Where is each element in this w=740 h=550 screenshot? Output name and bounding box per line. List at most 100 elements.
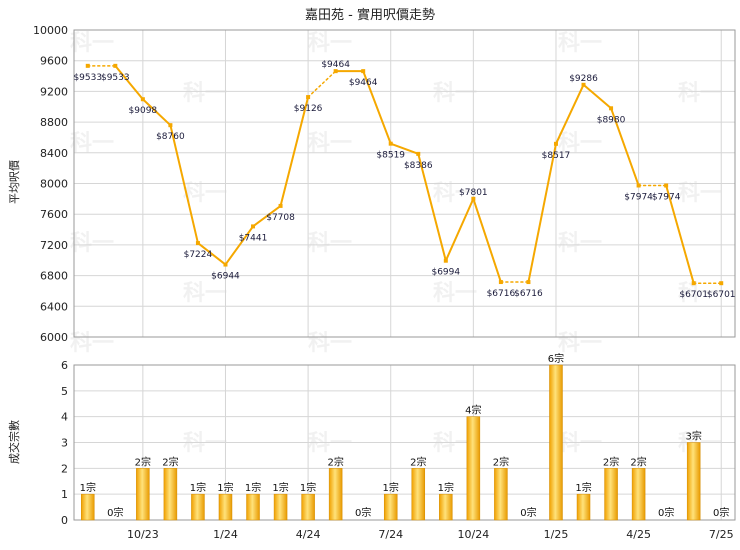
volume-count-label: 2宗	[135, 455, 151, 468]
price-line-segment	[141, 98, 172, 127]
price-line-segment	[196, 242, 227, 266]
price-value-label: $6994	[431, 268, 460, 278]
price-y-tick-label: 8400	[40, 147, 68, 160]
x-tick-label: 4/25	[626, 528, 651, 541]
volume-count-label: 2宗	[410, 455, 426, 468]
volume-count-label: 4宗	[465, 404, 481, 417]
price-point	[471, 196, 476, 201]
price-point	[195, 241, 200, 246]
price-y-tick-label: 9600	[40, 55, 68, 68]
price-value-label: $7801	[459, 188, 488, 198]
price-y-tick-label: 9200	[40, 85, 68, 98]
price-value-label: $7224	[184, 250, 213, 260]
volume-bar	[218, 493, 233, 521]
volume-count-label: 1宗	[80, 481, 96, 494]
price-value-label: $6716	[514, 289, 543, 299]
price-line-segment	[169, 124, 199, 245]
volume-count-label: 1宗	[272, 481, 288, 494]
watermark-text: 科一	[183, 81, 227, 106]
volume-y-tick-label: 0	[61, 514, 68, 527]
x-tick-label: 7/24	[378, 528, 403, 541]
price-line-segment	[610, 107, 640, 187]
x-tick-label: 10/23	[127, 528, 159, 541]
watermark-text: 科一	[433, 81, 477, 106]
price-point	[443, 258, 448, 263]
price-value-label: $6701	[679, 290, 708, 300]
price-y-tick-label: 6400	[40, 300, 68, 313]
volume-bar	[439, 493, 453, 521]
watermark-text: 科一	[308, 331, 352, 356]
price-value-label: $7974	[624, 192, 653, 202]
volume-count-label: 2宗	[327, 455, 343, 468]
price-line-segment	[444, 197, 475, 262]
volume-count-label: 1宗	[438, 481, 454, 494]
price-point	[140, 97, 145, 102]
volume-count-label: 0宗	[658, 506, 674, 519]
volume-count-label: 0宗	[355, 506, 371, 519]
price-plot-frame	[73, 29, 736, 338]
watermark-text: 科一	[308, 231, 352, 256]
volume-bar	[273, 493, 288, 521]
watermark-text: 科一	[308, 131, 352, 156]
watermark-text: 科一	[433, 281, 477, 306]
price-point	[581, 82, 586, 87]
volume-bar	[631, 468, 646, 521]
price-value-label: $8760	[156, 132, 185, 142]
price-point	[416, 151, 421, 156]
price-point	[168, 123, 173, 128]
watermark-text: 科一	[183, 281, 227, 306]
volume-count-label: 0宗	[713, 506, 729, 519]
watermark-text: 科一	[558, 431, 602, 456]
price-point	[664, 183, 669, 188]
price-point	[113, 63, 118, 68]
x-tick-label: 1/25	[544, 528, 569, 541]
volume-bar	[191, 493, 205, 521]
watermark-text: 科一	[558, 31, 602, 56]
price-value-label: $6944	[211, 272, 240, 282]
price-value-label: $8386	[404, 161, 433, 171]
price-point	[636, 183, 641, 188]
price-value-label: $9533	[101, 73, 130, 83]
price-point	[306, 95, 311, 100]
price-value-label: $6716	[487, 289, 516, 299]
watermark-text: 科一	[433, 181, 477, 206]
price-y-axis-label: 平均呎價	[7, 160, 21, 204]
volume-count-label: 6宗	[548, 352, 564, 365]
price-line-segment	[307, 70, 337, 98]
x-tick-label: 1/24	[213, 528, 238, 541]
price-line-segment	[252, 204, 282, 228]
price-y-tick-label: 8800	[40, 116, 68, 129]
x-tick-label: 7/25	[709, 528, 734, 541]
price-value-label: $8517	[542, 151, 571, 161]
price-value-label: $9533	[73, 73, 102, 83]
price-point	[361, 69, 366, 74]
price-line-segment	[554, 83, 585, 145]
price-point	[251, 224, 256, 229]
watermark-text: 科一	[70, 231, 114, 256]
volume-count-label: 1宗	[217, 481, 233, 494]
watermark-text: 科一	[558, 331, 602, 356]
volume-count-label: 1宗	[300, 481, 316, 494]
price-line-segment	[582, 83, 613, 110]
volume-count-label: 0宗	[520, 506, 536, 519]
price-line-segment	[279, 96, 310, 207]
volume-count-label: 0宗	[107, 506, 123, 519]
volume-bar	[604, 468, 618, 521]
watermark-text: 科一	[678, 181, 722, 206]
volume-count-label: 2宗	[493, 455, 509, 468]
volume-bar	[411, 468, 426, 521]
price-y-tick-label: 7600	[40, 208, 68, 221]
volume-count-label: 2宗	[603, 455, 619, 468]
volume-count-label: 1宗	[245, 481, 261, 494]
price-value-label: $6701	[707, 290, 736, 300]
volume-plot-frame	[73, 364, 736, 521]
chart-title: 嘉田苑 - 實用呎價走勢	[305, 7, 435, 23]
watermark-text: 科一	[308, 31, 352, 56]
price-point	[498, 280, 503, 285]
watermark-text: 科一	[558, 231, 602, 256]
volume-y-tick-label: 5	[61, 385, 68, 398]
volume-y-axis-label: 成交宗數	[7, 420, 21, 464]
price-y-tick-label: 7200	[40, 239, 68, 252]
volume-y-tick-label: 1	[61, 488, 68, 501]
